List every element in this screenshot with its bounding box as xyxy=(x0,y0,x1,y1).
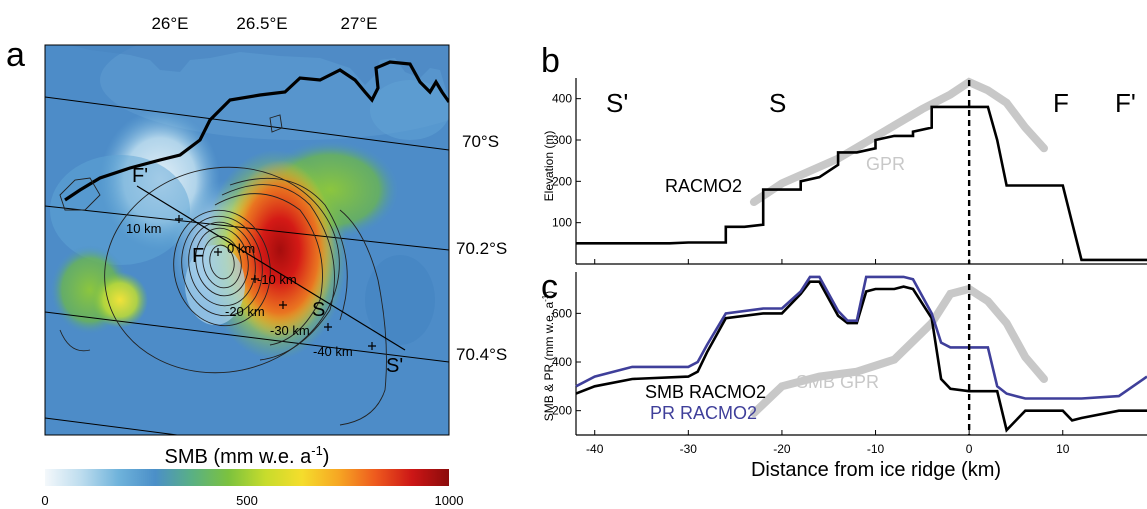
series-line-gpr xyxy=(749,77,1048,206)
label-f-prime: F' xyxy=(1115,88,1136,118)
y-tick-label: 600 xyxy=(552,306,572,320)
coastline xyxy=(64,60,449,202)
x-tick-label: -20 xyxy=(773,442,791,456)
km-label: -20 km xyxy=(225,304,265,319)
panel-letter-b: b xyxy=(541,42,560,80)
transect-label-s-prime: S' xyxy=(386,355,403,377)
panel-c-ylabel: SMB & PR (mm w.e. a-1) xyxy=(541,291,556,421)
colorbar-tick-label: 0 xyxy=(41,493,48,508)
colorbar-tick-label: 1000 xyxy=(435,493,464,508)
lat-tick-label: 70.2°S xyxy=(456,239,507,258)
x-tick-label: -10 xyxy=(867,442,885,456)
map-frame xyxy=(44,44,450,436)
series-line-smb-gpr xyxy=(749,284,1048,418)
y-tick-label: 200 xyxy=(552,174,572,188)
panel-letter-c: c xyxy=(541,268,558,306)
y-tick-label: 200 xyxy=(552,404,572,418)
km-label: -10 km xyxy=(257,272,297,287)
legend-smb-gpr: SMB GPR xyxy=(796,372,879,392)
series-line-racmo2 xyxy=(576,105,1147,262)
label-f: F xyxy=(1053,88,1069,118)
km-label: -30 km xyxy=(270,323,310,338)
panel-c: c SMB & PR (mm w.e. a-1) 200 400 600 -40 -30… xyxy=(541,268,1147,481)
x-tick-label: 10 xyxy=(1056,442,1070,456)
latitude-lines xyxy=(45,96,449,435)
x-tick-label: 0 xyxy=(966,442,973,456)
label-s: S xyxy=(769,88,786,118)
transect-label-s: S xyxy=(312,299,325,321)
label-s-prime: S' xyxy=(606,88,628,118)
legend-smb-racmo2: SMB RACMO2 xyxy=(645,382,766,402)
panel-b-plot: 100 200 300 400 xyxy=(552,77,1147,265)
lon-tick-label: 26.5°E xyxy=(236,14,287,33)
lon-tick-label: 26°E xyxy=(151,14,188,33)
series-line-pr-racmo2 xyxy=(575,275,1147,400)
transect-line xyxy=(136,185,406,351)
smb-map-field: F' F S S' 10 km 0 km -10 km -20 km -30 k… xyxy=(45,45,449,435)
panel-b-ylabel: Elevation (m) xyxy=(542,131,556,202)
map-panel: a 26°E 26.5°E 27°E xyxy=(6,14,507,508)
lon-tick-label: 27°E xyxy=(340,14,377,33)
transect-label-f: F xyxy=(192,245,204,267)
km-label: 0 km xyxy=(227,241,255,256)
panel-letter-a: a xyxy=(6,36,25,74)
x-tick-label: -40 xyxy=(586,442,604,456)
km-label: -40 km xyxy=(313,344,353,359)
y-tick-label: 300 xyxy=(552,133,572,147)
km-label: 10 km xyxy=(126,221,161,236)
colorbar xyxy=(45,469,449,486)
series-line-smb-racmo2 xyxy=(575,280,1147,433)
lat-tick-label: 70°S xyxy=(462,132,499,151)
legend-pr-racmo2: PR RACMO2 xyxy=(650,403,757,423)
colorbar-tick-label: 500 xyxy=(236,493,258,508)
panel-c-plot: 200 400 600 -40 -30 -20 -10 0 10 xyxy=(552,272,1147,456)
panel-b: b Elevation (m) 100 200 300 400 S' S F F' R… xyxy=(541,42,1147,265)
y-tick-label: 400 xyxy=(552,92,572,106)
colorbar-title: SMB (mm w.e. a-1) xyxy=(165,443,330,468)
y-tick-label: 100 xyxy=(552,216,572,230)
panel-c-xlabel: Distance from ice ridge (km) xyxy=(751,459,1001,481)
lat-tick-label: 70.4°S xyxy=(456,345,507,364)
y-tick-label: 400 xyxy=(552,355,572,369)
x-tick-label: -30 xyxy=(680,442,698,456)
legend-racmo2: RACMO2 xyxy=(665,176,742,196)
transect-label-f-prime: F' xyxy=(132,165,148,187)
elevation-contours xyxy=(59,114,387,426)
legend-gpr: GPR xyxy=(866,154,905,174)
